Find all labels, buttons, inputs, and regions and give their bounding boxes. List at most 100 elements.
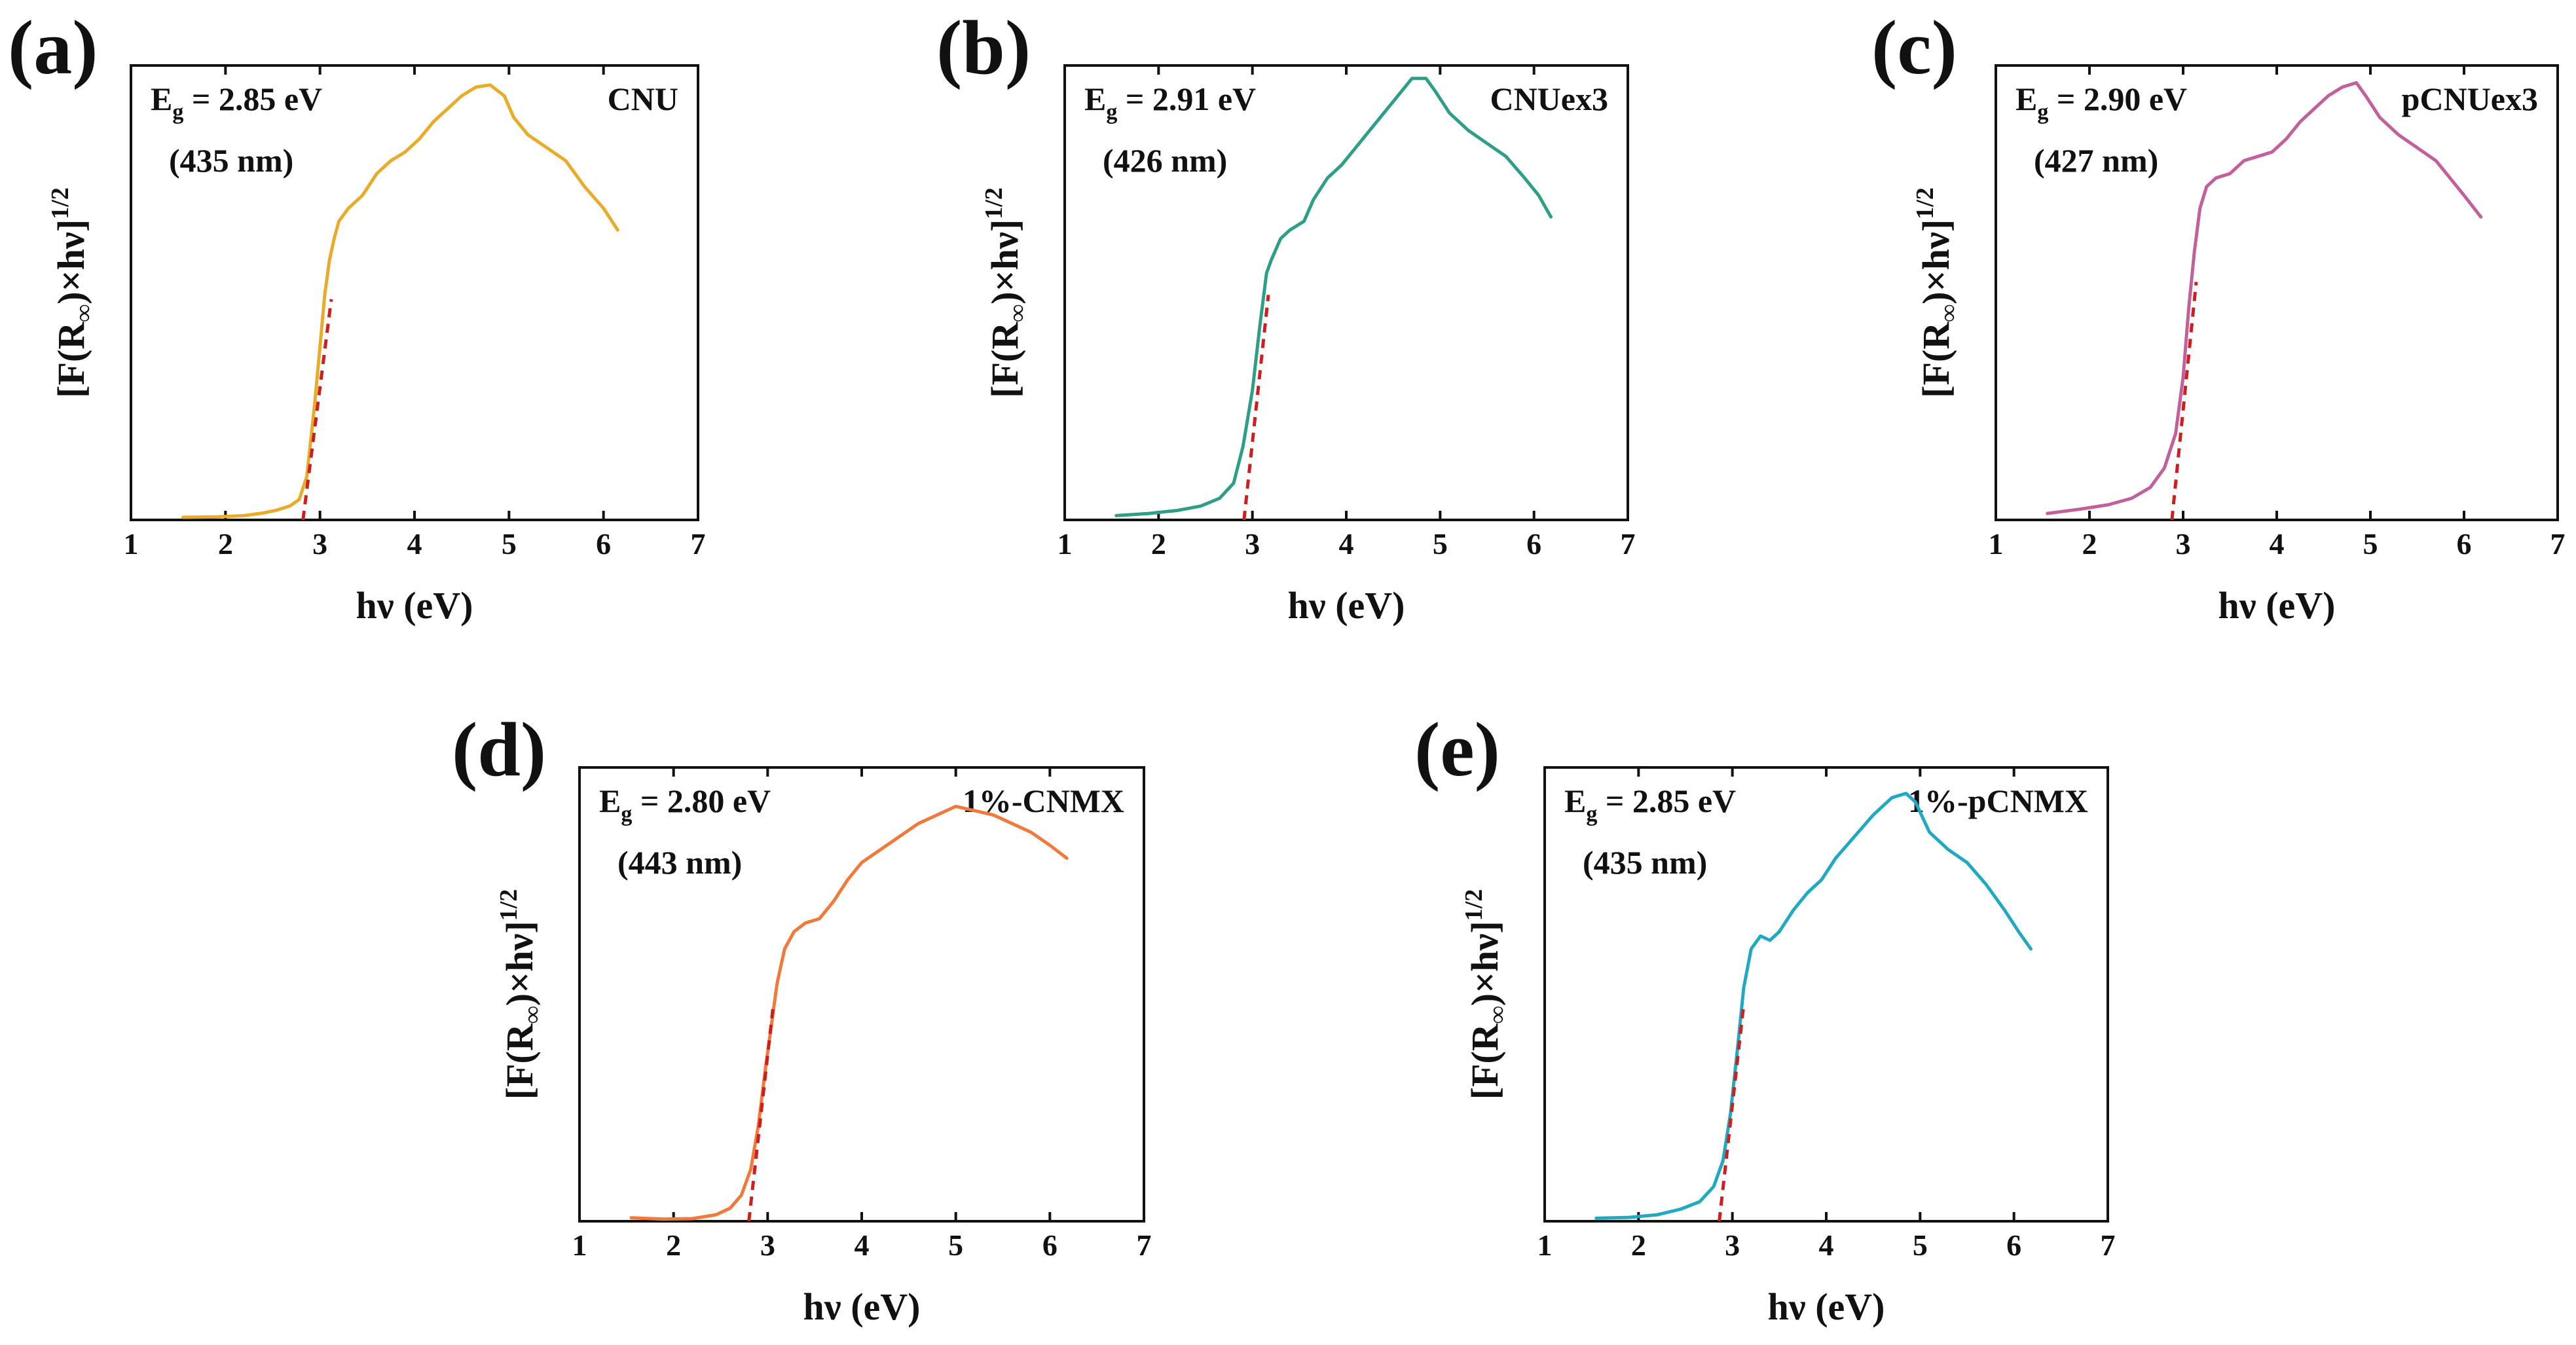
panel-b: (b) 1 2 3 4 5 6 7 hν (eV) [F(R∞)×hν]1/2 Eg = 2.91 …: [936, 5, 1636, 627]
panel-letter: (e): [1414, 707, 1500, 792]
bandgap-annotation: Eg = 2.85 eV: [151, 81, 322, 124]
y-axis-label-main: [F(R: [1463, 1023, 1506, 1099]
y-axis-label-sup: 1/2: [1911, 187, 1939, 219]
x-tick-label: 2: [2082, 527, 2097, 561]
x-tick-label: 1: [124, 527, 139, 561]
x-tick-label: 1: [1058, 527, 1073, 561]
tauc-fit-line: [1242, 295, 1270, 521]
y-axis-label: [F(R∞)×hν]1/2: [495, 889, 546, 1099]
bandgap-subscript: g: [1586, 802, 1597, 826]
y-axis-label-sub: ∞: [1004, 304, 1031, 322]
y-axis-label-tail: )×hν]: [498, 921, 541, 1006]
x-tick-label: 1: [1537, 1228, 1553, 1262]
x-tick-label: 6: [1526, 527, 1541, 561]
x-tick-label: 3: [2176, 527, 2191, 561]
bandgap-subscript: g: [621, 802, 632, 826]
tauc-fit-line: [1718, 1004, 1746, 1222]
x-tick-label: 6: [1042, 1228, 1058, 1262]
series-line-1%-CNMX: [629, 804, 1069, 1221]
x-axis-label: hν (eV): [356, 584, 473, 627]
sample-label: 1%-pCNMX: [1908, 783, 2088, 819]
y-axis-label-sup: 1/2: [495, 889, 523, 921]
y-axis-label-sub: ∞: [70, 304, 98, 322]
y-axis-label-sup: 1/2: [980, 187, 1008, 219]
x-axis-label: hν (eV): [803, 1285, 921, 1328]
bandgap-symbol: E: [151, 81, 172, 117]
y-axis-label-tail: )×hν]: [50, 219, 92, 304]
series-line-CNU: [181, 83, 619, 519]
bandgap-subscript: g: [172, 100, 183, 124]
bandgap-value: = 2.91 eV: [1117, 81, 1256, 117]
bandgap-annotation: Eg = 2.85 eV: [1564, 783, 1736, 826]
x-tick-label: 7: [2101, 1228, 2116, 1262]
panel-e: (e) 1 2 3 4 5 6 7 hν (eV) [F(R∞)×hν]1/2 Eg = 2.85 …: [1414, 707, 2116, 1328]
x-axis-label: hν (eV): [2218, 584, 2336, 627]
wavelength-annotation: (435 nm): [169, 142, 293, 179]
x-tick-label: 3: [1245, 527, 1260, 561]
panel-letter: (c): [1871, 5, 1957, 90]
bandgap-value: = 2.90 eV: [2048, 81, 2187, 117]
tauc-fit-line: [301, 299, 333, 521]
panel-letter: (d): [452, 707, 546, 792]
y-axis-label: [F(R∞)×hν]1/2: [1460, 889, 1511, 1099]
x-tick-label: 5: [1913, 1228, 1928, 1262]
x-tick-label: 5: [1433, 527, 1448, 561]
y-axis-label-tail: )×hν]: [1463, 921, 1506, 1006]
x-tick-label: 5: [502, 527, 517, 561]
x-tick-label: 7: [691, 527, 706, 561]
bandgap-value: = 2.85 eV: [183, 81, 322, 117]
x-axis-label: hν (eV): [1288, 584, 1405, 627]
y-axis-label: [F(R∞)×hν]1/2: [1911, 187, 1962, 397]
wavelength-annotation: (435 nm): [1583, 844, 1707, 881]
y-axis-label: [F(R∞)×hν]1/2: [46, 187, 98, 397]
series-line-1%-pCNMX: [1594, 792, 2033, 1220]
panel-d: (d) 1 2 3 4 5 6 7 hν (eV) [F(R∞)×hν]1/2 Eg = 2.80 …: [452, 707, 1152, 1328]
bandgap-value: = 2.85 eV: [1597, 783, 1736, 819]
y-axis-label-main: [F(R: [498, 1023, 541, 1099]
x-tick-label: 4: [1819, 1228, 1834, 1262]
y-axis-label: [F(R∞)×hν]1/2: [980, 187, 1031, 397]
x-axis-label: hν (eV): [1768, 1285, 1885, 1328]
x-tick-label: 3: [760, 1228, 775, 1262]
panel-a: (a) 1 2 3 4 5 6 7 hν (eV) [F(R∞)×hν]1/2 Eg = 2.85 …: [8, 5, 706, 627]
y-axis-label-main: [F(R: [984, 322, 1026, 398]
series-line-pCNUex3: [2046, 81, 2483, 515]
y-axis-label-tail: )×hν]: [984, 219, 1026, 304]
wavelength-annotation: (443 nm): [617, 844, 742, 881]
x-tick-label: 2: [666, 1228, 681, 1262]
x-tick-label: 3: [1725, 1228, 1740, 1262]
x-tick-label: 3: [312, 527, 327, 561]
panel-letter: (a): [8, 5, 98, 90]
bandgap-symbol: E: [1084, 81, 1106, 117]
wavelength-annotation: (427 nm): [2034, 142, 2158, 179]
axes-frame: [1995, 64, 2559, 521]
x-tick-label: 6: [596, 527, 611, 561]
wavelength-annotation: (426 nm): [1103, 142, 1227, 179]
panel-letter: (b): [936, 5, 1031, 90]
x-tick-label: 7: [2550, 527, 2566, 561]
tauc-fit-line: [2170, 282, 2198, 521]
bandgap-value: = 2.80 eV: [632, 783, 771, 819]
sample-label: CNU: [608, 81, 678, 117]
bandgap-annotation: Eg = 2.91 eV: [1084, 81, 1256, 124]
axes-frame: [130, 64, 699, 521]
sample-label: pCNUex3: [2402, 81, 2538, 117]
y-axis-label-main: [F(R: [50, 322, 92, 398]
x-tick-label: 2: [218, 527, 233, 561]
bandgap-symbol: E: [2015, 81, 2037, 117]
sample-label: CNUex3: [1490, 81, 1608, 117]
axes-frame: [1543, 766, 2109, 1223]
x-tick-label: 7: [1621, 527, 1636, 561]
tauc-fit-line: [747, 1004, 775, 1222]
x-tick-label: 4: [855, 1228, 870, 1262]
x-tick-label: 1: [572, 1228, 587, 1262]
y-axis-label-sup: 1/2: [46, 187, 74, 219]
bandgap-symbol: E: [1564, 783, 1586, 819]
x-tick-label: 6: [2457, 527, 2472, 561]
y-axis-label-sub: ∞: [1935, 304, 1962, 322]
bandgap-subscript: g: [2037, 100, 2048, 124]
axes-frame: [1063, 64, 1629, 521]
x-tick-label: 4: [1339, 527, 1354, 561]
x-tick-label: 6: [2006, 1228, 2021, 1262]
